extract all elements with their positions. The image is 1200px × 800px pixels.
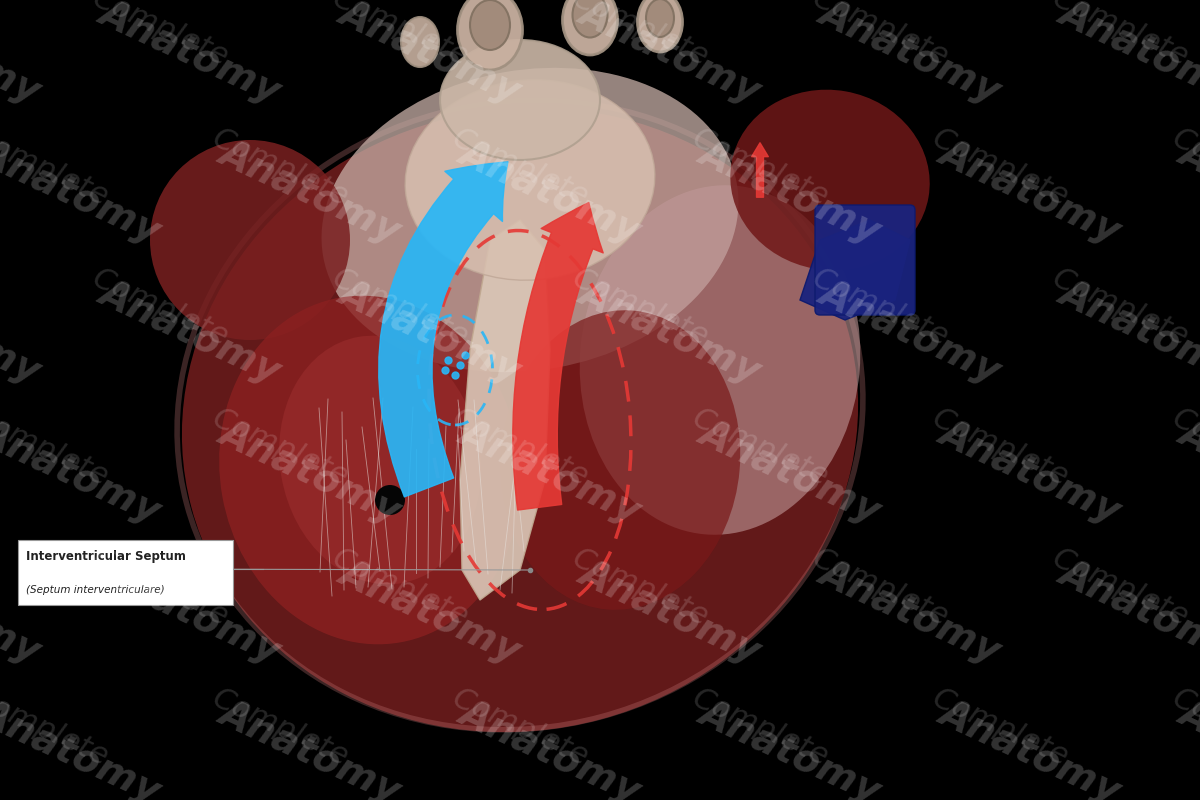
Text: Anatomy: Anatomy xyxy=(334,274,527,390)
Text: Anatomy: Anatomy xyxy=(454,414,647,530)
Text: Interventricular Septum: Interventricular Septum xyxy=(26,550,186,563)
FancyBboxPatch shape xyxy=(815,205,916,315)
Text: Anatomy: Anatomy xyxy=(0,554,47,670)
Text: Anatomy: Anatomy xyxy=(1174,414,1200,530)
Text: Complete: Complete xyxy=(448,404,593,492)
Ellipse shape xyxy=(220,296,521,644)
Ellipse shape xyxy=(322,68,738,372)
Text: Complete: Complete xyxy=(448,124,593,212)
Text: Complete: Complete xyxy=(0,404,113,492)
Text: Complete: Complete xyxy=(208,684,353,772)
Text: Complete: Complete xyxy=(568,0,713,72)
Text: Anatomy: Anatomy xyxy=(1054,554,1200,670)
Text: Complete: Complete xyxy=(1168,404,1200,492)
Text: Anatomy: Anatomy xyxy=(694,414,887,530)
Text: Complete: Complete xyxy=(568,544,713,632)
Text: Anatomy: Anatomy xyxy=(934,134,1127,250)
Text: Complete: Complete xyxy=(328,0,473,72)
FancyArrowPatch shape xyxy=(751,142,768,198)
Text: Complete: Complete xyxy=(0,124,113,212)
Ellipse shape xyxy=(499,310,740,610)
Text: Anatomy: Anatomy xyxy=(454,134,647,250)
Ellipse shape xyxy=(563,0,618,55)
Text: Anatomy: Anatomy xyxy=(214,694,407,800)
Text: Anatomy: Anatomy xyxy=(574,0,767,110)
Text: Anatomy: Anatomy xyxy=(1174,694,1200,800)
FancyArrowPatch shape xyxy=(512,202,604,510)
Ellipse shape xyxy=(572,0,607,38)
FancyBboxPatch shape xyxy=(18,540,233,605)
Text: Anatomy: Anatomy xyxy=(214,134,407,250)
Ellipse shape xyxy=(374,485,406,515)
Ellipse shape xyxy=(182,108,858,732)
FancyArrowPatch shape xyxy=(379,162,508,497)
Text: Anatomy: Anatomy xyxy=(1054,274,1200,390)
Text: Complete: Complete xyxy=(688,404,833,492)
Ellipse shape xyxy=(401,17,439,67)
Text: Anatomy: Anatomy xyxy=(814,0,1007,110)
Text: Anatomy: Anatomy xyxy=(0,414,167,530)
Text: Anatomy: Anatomy xyxy=(0,134,167,250)
Text: Complete: Complete xyxy=(1048,0,1193,72)
Text: Complete: Complete xyxy=(688,684,833,772)
Text: Complete: Complete xyxy=(1048,264,1193,352)
Text: Complete: Complete xyxy=(808,0,953,72)
Text: Complete: Complete xyxy=(208,404,353,492)
Text: Complete: Complete xyxy=(928,124,1073,212)
Text: Anatomy: Anatomy xyxy=(94,0,287,110)
Ellipse shape xyxy=(580,186,860,534)
Ellipse shape xyxy=(646,0,674,37)
Text: Anatomy: Anatomy xyxy=(1174,134,1200,250)
Text: Anatomy: Anatomy xyxy=(334,554,527,670)
Text: Anatomy: Anatomy xyxy=(694,134,887,250)
Text: Complete: Complete xyxy=(88,544,233,632)
Polygon shape xyxy=(460,220,550,600)
Text: Anatomy: Anatomy xyxy=(694,694,887,800)
Text: Anatomy: Anatomy xyxy=(0,694,167,800)
Text: (Septum interventriculare): (Septum interventriculare) xyxy=(26,585,164,595)
Text: Anatomy: Anatomy xyxy=(94,274,287,390)
Text: Complete: Complete xyxy=(328,544,473,632)
Text: Complete: Complete xyxy=(568,264,713,352)
Ellipse shape xyxy=(731,90,930,270)
Text: Complete: Complete xyxy=(688,124,833,212)
Text: Complete: Complete xyxy=(0,684,113,772)
Ellipse shape xyxy=(457,0,522,70)
Text: Complete: Complete xyxy=(328,264,473,352)
Text: Anatomy: Anatomy xyxy=(574,274,767,390)
Text: Anatomy: Anatomy xyxy=(814,274,1007,390)
Ellipse shape xyxy=(150,140,350,340)
Text: Complete: Complete xyxy=(208,124,353,212)
Text: Complete: Complete xyxy=(928,684,1073,772)
Text: Complete: Complete xyxy=(88,264,233,352)
Text: Anatomy: Anatomy xyxy=(214,414,407,530)
Text: Complete: Complete xyxy=(808,264,953,352)
Ellipse shape xyxy=(280,336,481,584)
Text: Complete: Complete xyxy=(88,0,233,72)
Ellipse shape xyxy=(406,80,655,280)
Polygon shape xyxy=(800,220,910,320)
Text: Anatomy: Anatomy xyxy=(0,0,47,110)
Text: Complete: Complete xyxy=(1048,544,1193,632)
Text: Complete: Complete xyxy=(928,404,1073,492)
Text: Anatomy: Anatomy xyxy=(934,414,1127,530)
Text: Anatomy: Anatomy xyxy=(1054,0,1200,110)
Text: Complete: Complete xyxy=(448,684,593,772)
Text: Anatomy: Anatomy xyxy=(94,554,287,670)
Text: Anatomy: Anatomy xyxy=(814,554,1007,670)
Ellipse shape xyxy=(637,0,683,52)
Text: Anatomy: Anatomy xyxy=(0,274,47,390)
Text: Anatomy: Anatomy xyxy=(454,694,647,800)
Text: Anatomy: Anatomy xyxy=(934,694,1127,800)
Ellipse shape xyxy=(440,40,600,160)
Text: Anatomy: Anatomy xyxy=(574,554,767,670)
Text: Complete: Complete xyxy=(808,544,953,632)
Ellipse shape xyxy=(470,0,510,50)
Text: Complete: Complete xyxy=(1168,124,1200,212)
Text: Anatomy: Anatomy xyxy=(334,0,527,110)
Text: Complete: Complete xyxy=(1168,684,1200,772)
